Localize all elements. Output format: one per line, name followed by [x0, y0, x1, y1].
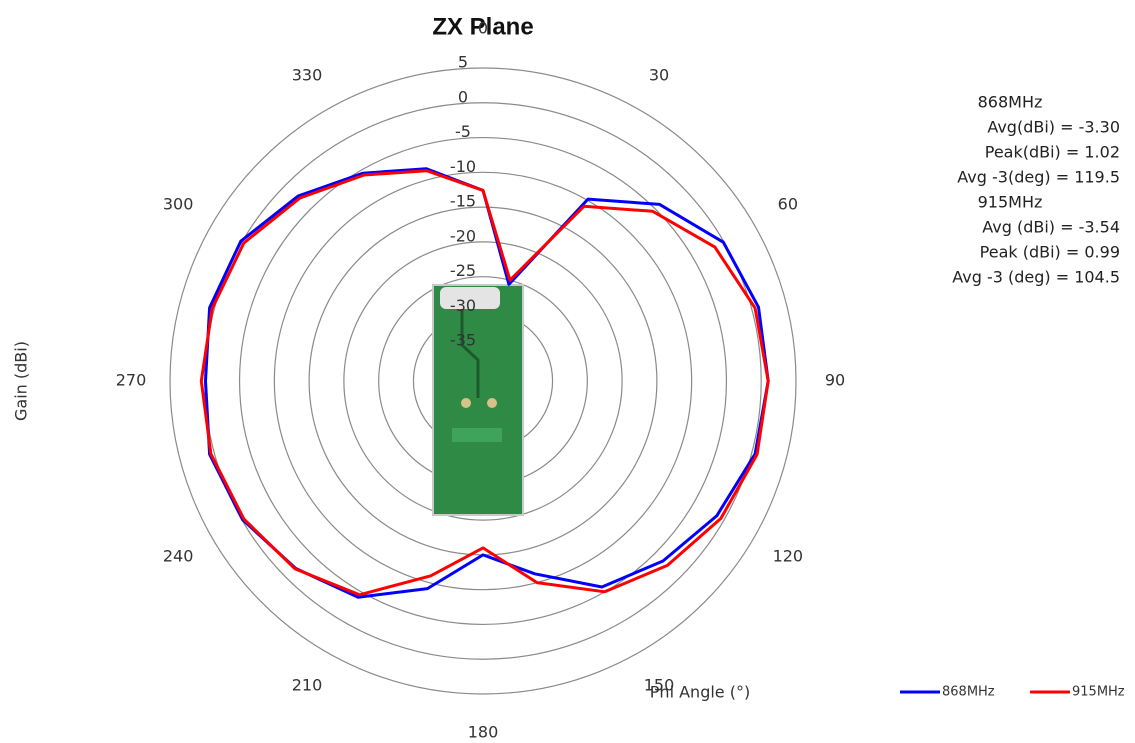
radial-tick-label: 0 [458, 87, 468, 106]
board-logo [452, 428, 502, 442]
antenna-photo [433, 285, 523, 515]
stat-title: 915MHz [978, 193, 1043, 212]
radial-tick-label: -15 [450, 192, 476, 211]
board-pad [487, 398, 497, 408]
angle-tick-label: 150 [644, 675, 675, 694]
angle-tick-label: 210 [292, 675, 323, 694]
angle-tick-label: 30 [649, 66, 669, 85]
angle-tick-label: 180 [468, 723, 499, 742]
legend-label: 868MHz [942, 685, 995, 700]
stat-line: Peak(dBi) = 1.02 [985, 143, 1120, 162]
radial-tick-label: -5 [455, 122, 471, 141]
radial-tick-label: -20 [450, 226, 476, 245]
board [433, 285, 523, 515]
angle-tick-label: 120 [773, 547, 804, 566]
chart: ZX Plane Gain (dBi) Phi Angle (°) 030609… [0, 0, 1135, 743]
radial-tick-label: -35 [450, 331, 476, 350]
radial-tick-label: -25 [450, 261, 476, 280]
angle-tick-label: 60 [778, 195, 798, 214]
angle-tick-label: 270 [116, 371, 147, 390]
angle-tick-label: 0 [478, 19, 488, 38]
stat-line: Avg (dBi) = -3.54 [982, 218, 1120, 237]
board-pad [461, 398, 471, 408]
radial-tick-label: -30 [450, 296, 476, 315]
stat-line: Avg -3 (deg) = 104.5 [952, 268, 1120, 287]
angle-tick-label: 300 [163, 195, 194, 214]
stat-line: Avg(dBi) = -3.30 [987, 118, 1120, 137]
radial-tick-label: -10 [450, 157, 476, 176]
legend-label: 915MHz [1072, 685, 1125, 700]
stat-title: 868MHz [978, 93, 1043, 112]
y-axis-label: Gain (dBi) [12, 341, 31, 421]
angle-tick-label: 330 [292, 66, 323, 85]
stat-line: Peak (dBi) = 0.99 [980, 243, 1120, 262]
angle-tick-label: 240 [163, 547, 194, 566]
stat-line: Avg -3(deg) = 119.5 [957, 168, 1120, 187]
radial-tick-label: 5 [458, 53, 468, 72]
angle-tick-label: 90 [825, 371, 845, 390]
